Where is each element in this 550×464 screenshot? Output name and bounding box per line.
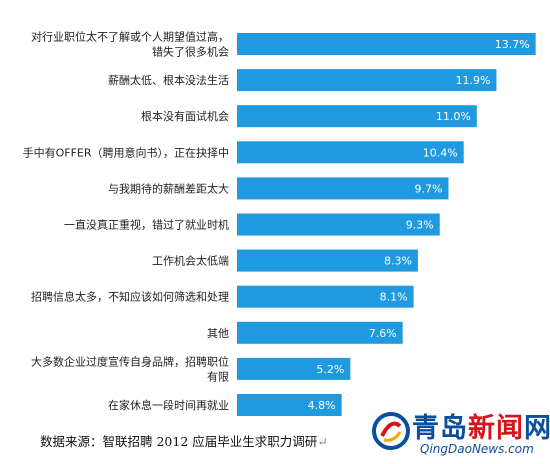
- category-label: 与我期待的薪酬差距太大: [108, 181, 229, 195]
- bar: [237, 249, 418, 272]
- bar: [237, 213, 440, 236]
- data-label: 9.7%: [415, 182, 443, 195]
- bar: [237, 394, 342, 416]
- watermark-name-part3: 网: [524, 413, 550, 444]
- data-label: 11.0%: [436, 110, 471, 123]
- return-mark: ↵: [317, 434, 328, 449]
- data-label: 11.9%: [455, 74, 490, 87]
- bar: [237, 105, 477, 128]
- bar: [237, 321, 403, 344]
- watermark-name-part1: 青岛: [412, 413, 468, 444]
- bar: [237, 141, 464, 164]
- category-label: 大多数企业过度宣传自身品牌，招聘职位有限: [31, 354, 229, 383]
- category-label: 薪酬太低、根本没法生活: [108, 73, 229, 87]
- data-label: 8.3%: [384, 255, 412, 268]
- category-label: 一直没真正重视，错过了就业时机: [64, 218, 229, 232]
- watermark: 青岛新闻网 QingDaoNews.com: [368, 404, 550, 462]
- bar-chart: 13.7% 对行业职位太不了解或个人期望值过高，错失了很多机会 11.9% 薪酬太低、…: [23, 30, 536, 416]
- category-label: 对行业职位太不了解或个人期望值过高，错失了很多机会: [31, 30, 229, 59]
- watermark-logo-icon: [372, 412, 410, 450]
- watermark-name: 青岛新闻网: [412, 406, 550, 445]
- bar: [237, 177, 449, 200]
- source-note: 数据来源：智联招聘 2012 应届毕业生求职力调研↵: [40, 431, 328, 450]
- category-label: 招聘信息太多，不知应该如何筛选和处理: [31, 290, 229, 304]
- category-label: 手中有OFFER（聘用意向书），正在抉择中: [23, 145, 229, 159]
- category-label: 在家休息一段时间再就业: [108, 398, 229, 412]
- data-label: 8.1%: [380, 291, 408, 304]
- bar: [237, 357, 351, 380]
- bar: [237, 69, 497, 92]
- category-label: 其他: [207, 327, 229, 340]
- data-label: 10.4%: [423, 146, 458, 159]
- data-label: 13.7%: [495, 38, 530, 51]
- bar: [237, 285, 414, 308]
- bar: [237, 33, 536, 55]
- category-label: 根本没有面试机会: [141, 109, 229, 123]
- data-label: 5.2%: [316, 363, 344, 376]
- category-label: 工作机会太低端: [152, 254, 229, 268]
- watermark-name-part2: 新闻: [468, 413, 524, 444]
- data-label: 7.6%: [369, 327, 397, 340]
- data-label: 9.3%: [406, 219, 434, 232]
- source-note-text: 数据来源：智联招聘 2012 应届毕业生求职力调研: [40, 434, 318, 449]
- data-label: 4.8%: [308, 399, 336, 412]
- watermark-url: QingDaoNews.com: [420, 442, 534, 456]
